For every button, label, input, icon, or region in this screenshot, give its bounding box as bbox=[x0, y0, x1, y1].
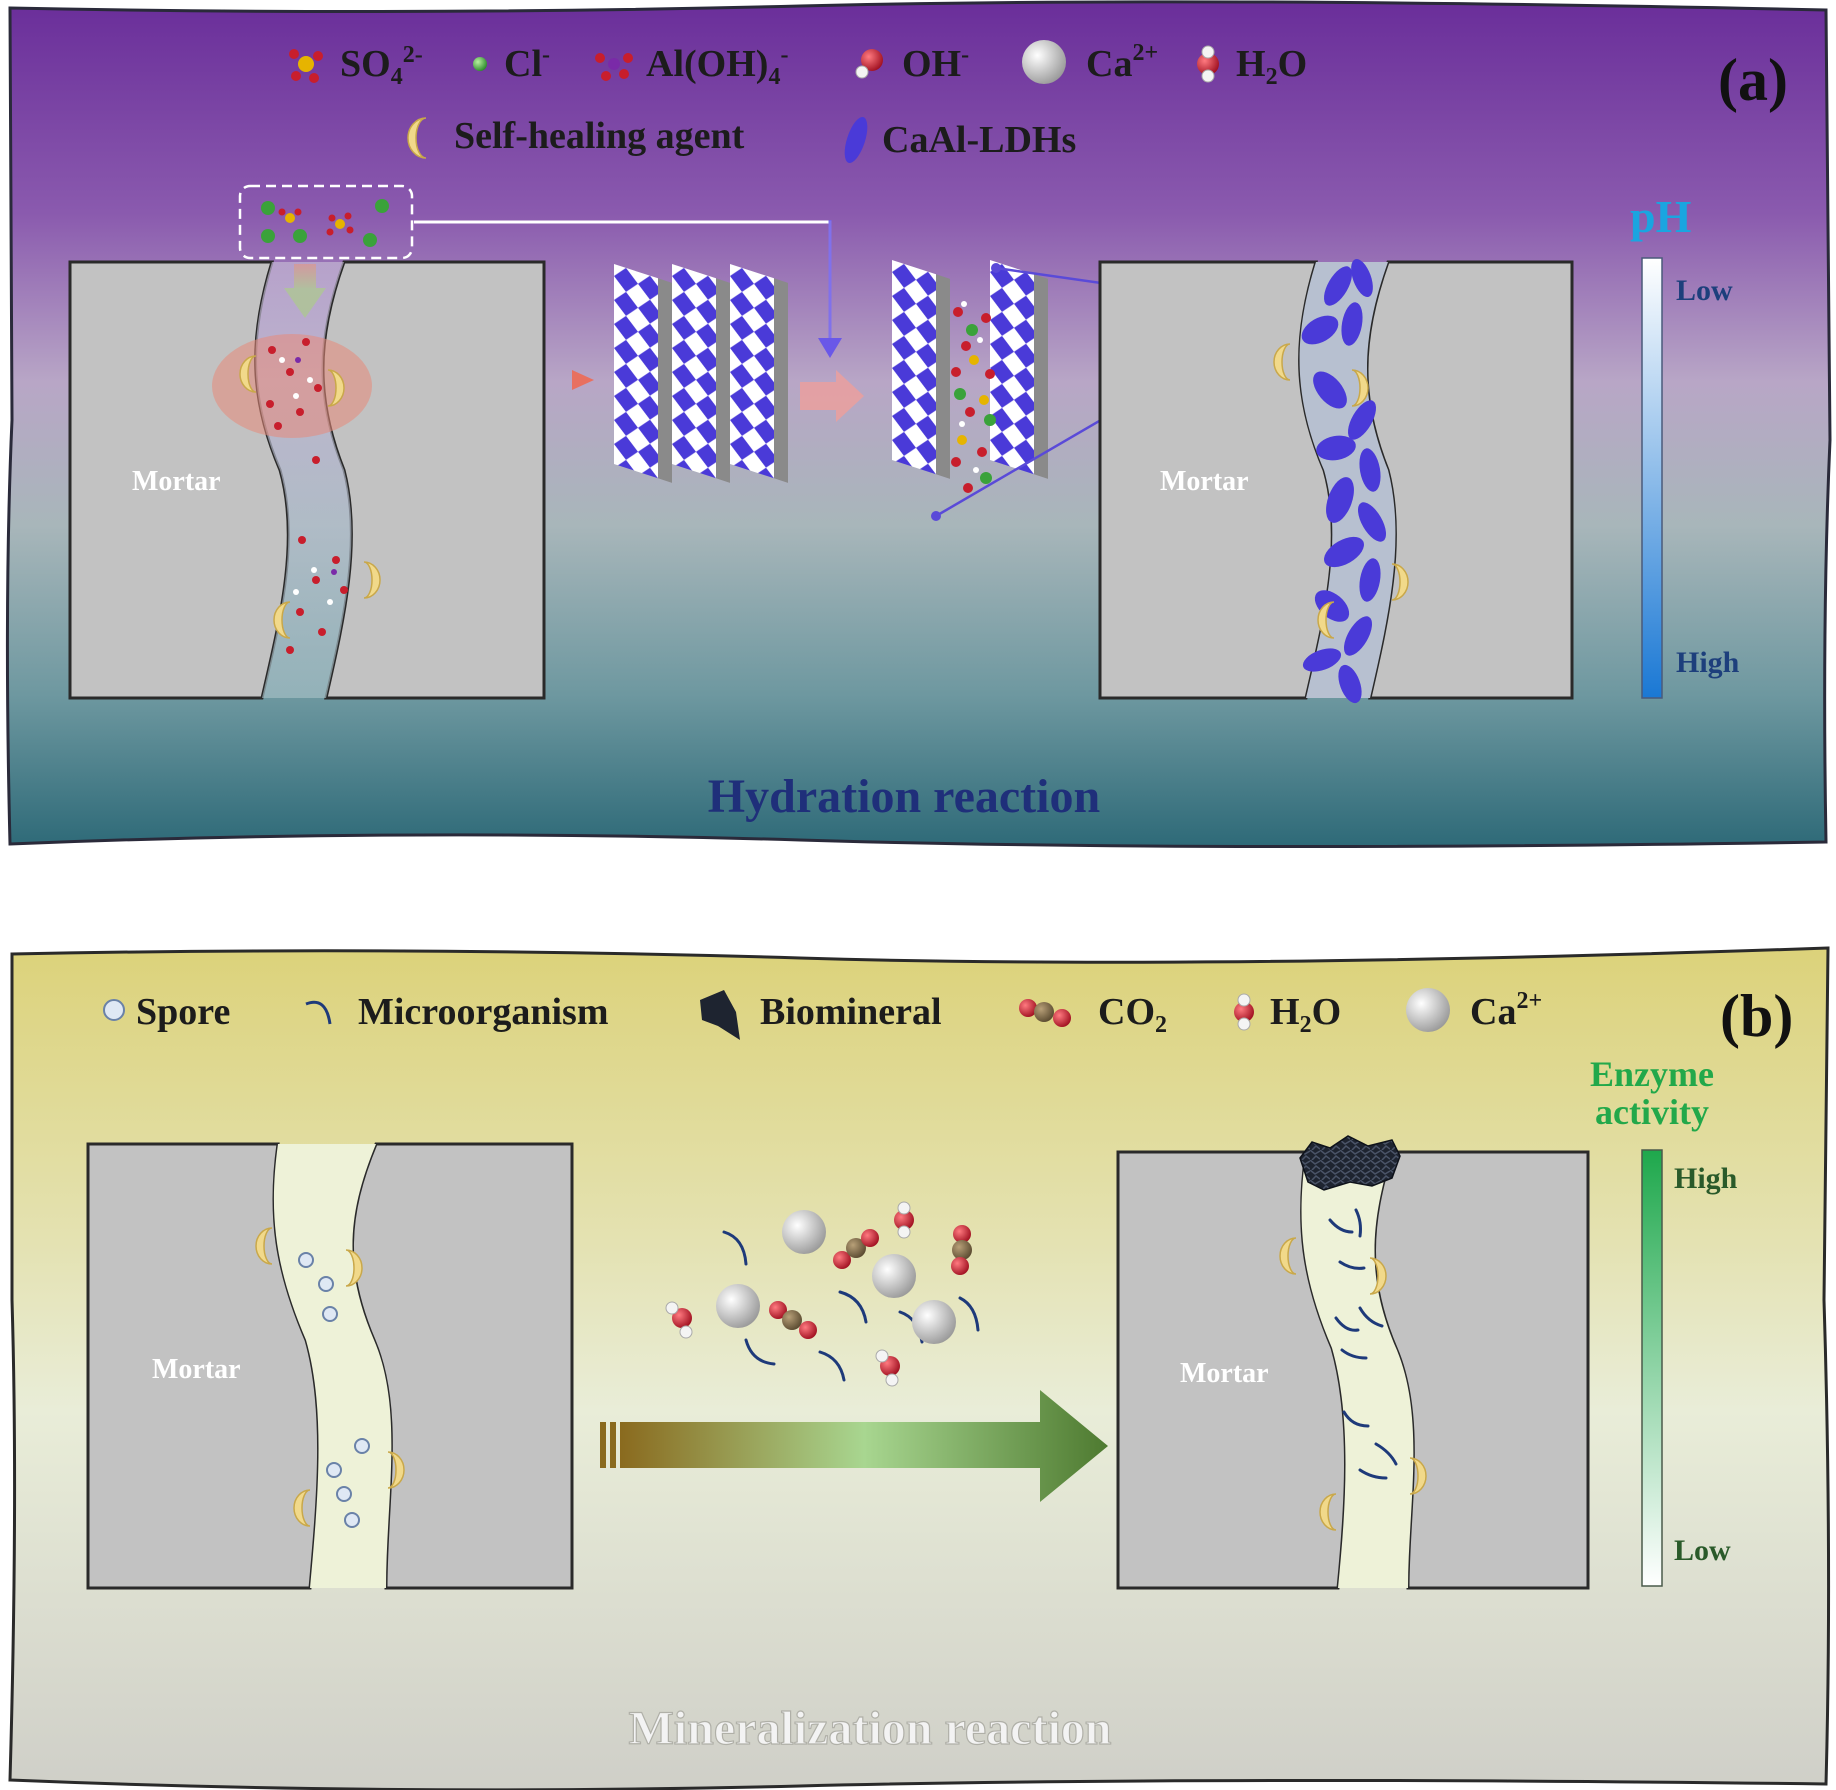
aluminate-icon bbox=[595, 53, 633, 81]
legend-hydroxide: OH- bbox=[855, 42, 969, 85]
legend-co2: CO2 bbox=[1019, 991, 1167, 1038]
microorganism-icon bbox=[305, 1000, 332, 1025]
panel-a-title: Hydration reaction bbox=[708, 770, 1100, 823]
legend-calcium: Ca2+ bbox=[1022, 40, 1158, 85]
ph-scale-bar bbox=[1641, 257, 1663, 699]
svg-text:H2O: H2O bbox=[1270, 991, 1341, 1038]
water-icon bbox=[1197, 45, 1219, 83]
calcium-b-label: Ca bbox=[1470, 991, 1516, 1033]
arrow-intercalation bbox=[800, 370, 864, 422]
mortar-label-a-right: Mortar bbox=[1160, 466, 1249, 497]
reaction-arrow bbox=[600, 1390, 1108, 1502]
reactants-cloud bbox=[665, 1201, 980, 1387]
ldh-label: CaAl-LDHs bbox=[882, 119, 1076, 161]
legend-water-b: H2O bbox=[1234, 991, 1341, 1038]
microorganism-label: Microorganism bbox=[358, 991, 608, 1033]
panel-a-tag: (a) bbox=[1718, 47, 1788, 113]
hydroxide-icon bbox=[855, 49, 883, 79]
arrow-to-ldh-stack bbox=[572, 370, 594, 390]
spore-label: Spore bbox=[136, 991, 230, 1033]
biomineral-plug bbox=[1299, 1135, 1401, 1191]
ph-scale-low: Low bbox=[1676, 274, 1733, 307]
aluminate-label: Al(OH) bbox=[646, 43, 768, 85]
co2-sub: 2 bbox=[1155, 1012, 1167, 1038]
healing-agent-icon bbox=[407, 117, 427, 159]
mortar-block-b-right bbox=[1116, 1135, 1590, 1590]
biomineral-label: Biomineral bbox=[760, 991, 942, 1033]
ion-cluster bbox=[238, 184, 414, 260]
ldh-stack-intercalated bbox=[892, 260, 1048, 493]
spore-icon bbox=[103, 999, 125, 1021]
hydroxide-label: OH bbox=[902, 43, 961, 85]
water-b-label: H bbox=[1270, 991, 1300, 1033]
water-icon-b bbox=[1234, 993, 1254, 1031]
svg-text:CO2: CO2 bbox=[1098, 991, 1167, 1038]
water-b-sub: 2 bbox=[1300, 1012, 1312, 1038]
panel-b: (b) Spore Microorganism Biomineral CO2 bbox=[8, 946, 1831, 1790]
mortar-block-a-right bbox=[1098, 258, 1574, 704]
aluminate-sup: - bbox=[780, 42, 788, 68]
co2-icon bbox=[1019, 999, 1071, 1027]
enzyme-scale-low: Low bbox=[1674, 1534, 1731, 1567]
ldh-stack-pristine bbox=[614, 264, 788, 483]
mortar-block-a-left bbox=[68, 260, 546, 700]
chloride-sup: - bbox=[542, 42, 550, 68]
ph-scale-title: pH bbox=[1630, 191, 1692, 242]
panel-b-title: Mineralization reaction bbox=[629, 1702, 1112, 1755]
chloride-label: Cl bbox=[504, 43, 542, 85]
legend-calcium-b: Ca2+ bbox=[1406, 988, 1542, 1033]
svg-text:Al(OH)4-: Al(OH)4- bbox=[646, 42, 788, 90]
water-label: H bbox=[1236, 43, 1266, 85]
sulfate-sup: 2- bbox=[403, 42, 423, 68]
legend-biomineral: Biomineral bbox=[700, 990, 942, 1040]
sulfate-icon bbox=[289, 49, 323, 83]
enzyme-scale-bar bbox=[1641, 1149, 1663, 1587]
svg-text:SO42-: SO42- bbox=[340, 42, 423, 90]
enzyme-scale-high: High bbox=[1674, 1162, 1738, 1195]
co2-label: CO bbox=[1098, 991, 1155, 1033]
calcium-b-sup: 2+ bbox=[1516, 988, 1542, 1014]
svg-text:OH-: OH- bbox=[902, 42, 969, 85]
biomineral-icon bbox=[700, 990, 740, 1040]
aluminate-sub: 4 bbox=[768, 64, 780, 90]
calcium-icon-b bbox=[1406, 988, 1450, 1032]
water-tail: O bbox=[1278, 43, 1308, 85]
legend-healing-agent: Self-healing agent bbox=[407, 115, 745, 159]
enzyme-scale-title-line2: activity bbox=[1595, 1092, 1709, 1132]
panel-a: (a) SO42- Cl- Al(OH)4- bbox=[5, 0, 1832, 849]
svg-text:Ca2+: Ca2+ bbox=[1086, 40, 1158, 85]
legend-aluminate: Al(OH)4- bbox=[595, 42, 788, 90]
sulfate-sub: 4 bbox=[391, 64, 403, 90]
healing-agent-label: Self-healing agent bbox=[454, 115, 745, 157]
legend-ldh: CaAl-LDHs bbox=[844, 117, 1076, 163]
legend-chloride: Cl- bbox=[473, 42, 550, 85]
mortar-label-b-left: Mortar bbox=[152, 1354, 241, 1385]
legend-spore: Spore bbox=[103, 991, 230, 1033]
svg-text:Cl-: Cl- bbox=[504, 42, 550, 85]
svg-text:H2O: H2O bbox=[1236, 43, 1307, 90]
chloride-icon bbox=[473, 57, 487, 71]
mortar-block-b-left bbox=[86, 1142, 574, 1590]
ph-scale-high: High bbox=[1676, 646, 1740, 679]
mortar-label-a-left: Mortar bbox=[132, 466, 221, 497]
sulfate-label: SO bbox=[340, 43, 391, 85]
legend-sulfate: SO42- bbox=[289, 42, 423, 90]
water-sub: 2 bbox=[1266, 64, 1278, 90]
enzyme-scale-title-line1: Enzyme bbox=[1590, 1054, 1714, 1094]
legend-microorganism: Microorganism bbox=[305, 991, 608, 1033]
ldh-icon bbox=[844, 117, 868, 163]
panel-b-tag: (b) bbox=[1720, 983, 1793, 1049]
water-b-tail: O bbox=[1312, 991, 1342, 1033]
hydroxide-sup: - bbox=[961, 42, 969, 68]
calcium-icon bbox=[1022, 40, 1066, 84]
svg-text:Ca2+: Ca2+ bbox=[1470, 988, 1542, 1033]
legend-water: H2O bbox=[1197, 43, 1307, 90]
mortar-label-b-right: Mortar bbox=[1180, 1358, 1269, 1389]
calcium-label: Ca bbox=[1086, 43, 1132, 85]
calcium-sup: 2+ bbox=[1132, 40, 1158, 66]
